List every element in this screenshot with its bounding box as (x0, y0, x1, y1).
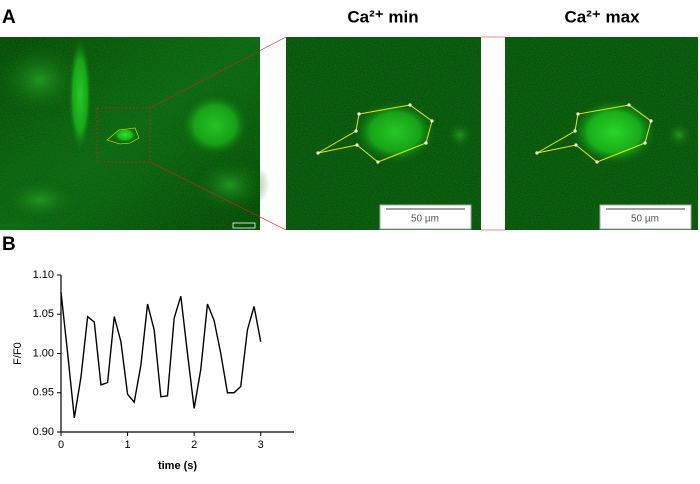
y-axis-label: F/F0 (12, 342, 24, 365)
y-tick-label: 1.10 (33, 269, 54, 281)
y-tick-label: 0.90 (33, 426, 54, 438)
y-tick-label: 1.00 (33, 347, 54, 359)
zoom-image-min (286, 37, 481, 230)
scale-bar-label: 50 µm (411, 214, 439, 225)
image-title: Ca²⁺ max (564, 7, 640, 26)
panel-label: A (2, 7, 16, 28)
panel-label: B (2, 234, 16, 255)
data-line (60, 292, 262, 418)
x-tick-label: 0 (58, 439, 64, 451)
image-title: Ca²⁺ min (347, 7, 418, 26)
line-chart: 0.90 0.95 1.00 1.05 1.10 0 1 2 3 time (s) F/F0 (12, 269, 294, 472)
overview-image (0, 35, 505, 231)
x-tick-label: 3 (258, 439, 264, 451)
y-tick-label: 1.05 (33, 308, 54, 320)
y-tick-label: 0.95 (33, 387, 54, 399)
x-axis-label: time (s) (158, 460, 197, 472)
x-tick-label: 2 (191, 439, 197, 451)
x-tick-label: 1 (125, 439, 131, 451)
zoom-image-max (505, 37, 698, 230)
scale-bar-label: 50 µm (631, 214, 659, 225)
